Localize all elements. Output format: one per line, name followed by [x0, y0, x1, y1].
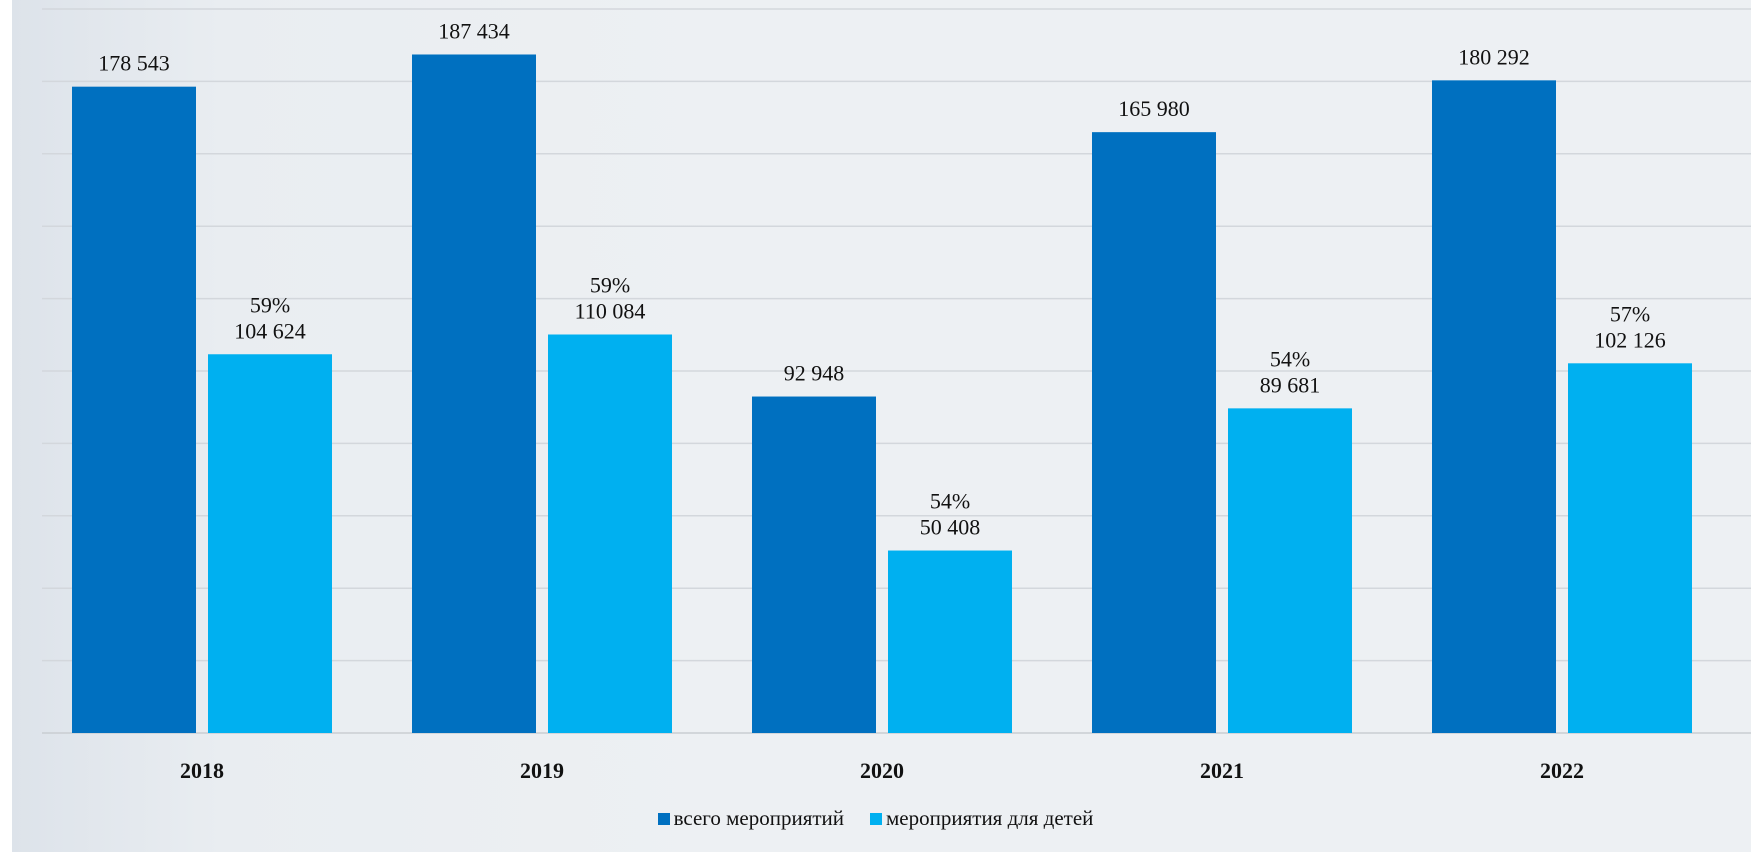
bar-total-2021 [1092, 132, 1216, 733]
bar-children-2022 [1568, 363, 1692, 733]
bar-children-2021 [1228, 408, 1352, 733]
value-label: 110 084 [575, 298, 646, 323]
bar-total-2020 [752, 396, 876, 733]
value-label: 50 408 [920, 515, 981, 540]
category-label: 2018 [180, 758, 224, 783]
legend-swatch-children [870, 812, 883, 825]
value-label: 92 948 [784, 361, 845, 386]
percent-label: 54% [1270, 346, 1310, 371]
category-axis: 2018 2019 2020 2021 2022 [180, 758, 1584, 783]
bar-children-2019 [548, 334, 672, 733]
category-label: 2022 [1540, 758, 1584, 783]
legend-label-children: мероприятия для детей [886, 806, 1094, 830]
value-label: 104 624 [234, 318, 306, 343]
value-label: 180 292 [1458, 44, 1530, 69]
category-label: 2020 [860, 758, 904, 783]
bar-total-2018 [72, 86, 196, 734]
legend: всего мероприятий мероприятия для детей [0, 806, 1751, 831]
value-label: 165 980 [1118, 96, 1190, 121]
bar-children-2020 [888, 550, 1012, 733]
value-label: 187 434 [438, 18, 510, 43]
percent-label: 57% [1610, 301, 1650, 326]
value-label: 178 543 [98, 51, 170, 76]
bar-total-2019 [412, 54, 536, 734]
legend-item-children: мероприятия для детей [870, 806, 1093, 831]
chart-panel: 178 543 104 624 59% 187 434 110 084 59% 92 948… [12, 0, 1751, 852]
category-label: 2019 [520, 758, 564, 783]
bar-children-2018 [208, 354, 332, 733]
percent-label: 59% [590, 272, 630, 297]
legend-label-total: всего мероприятий [673, 806, 845, 830]
value-label: 102 126 [1594, 327, 1666, 352]
legend-swatch-total [657, 812, 670, 825]
value-label: 89 681 [1260, 372, 1321, 397]
legend-item-total: всего мероприятий [657, 806, 845, 831]
bar-total-2022 [1432, 80, 1556, 733]
category-label: 2021 [1200, 758, 1244, 783]
bars [72, 54, 1692, 734]
percent-label: 59% [250, 292, 290, 317]
percent-label: 54% [930, 489, 970, 514]
